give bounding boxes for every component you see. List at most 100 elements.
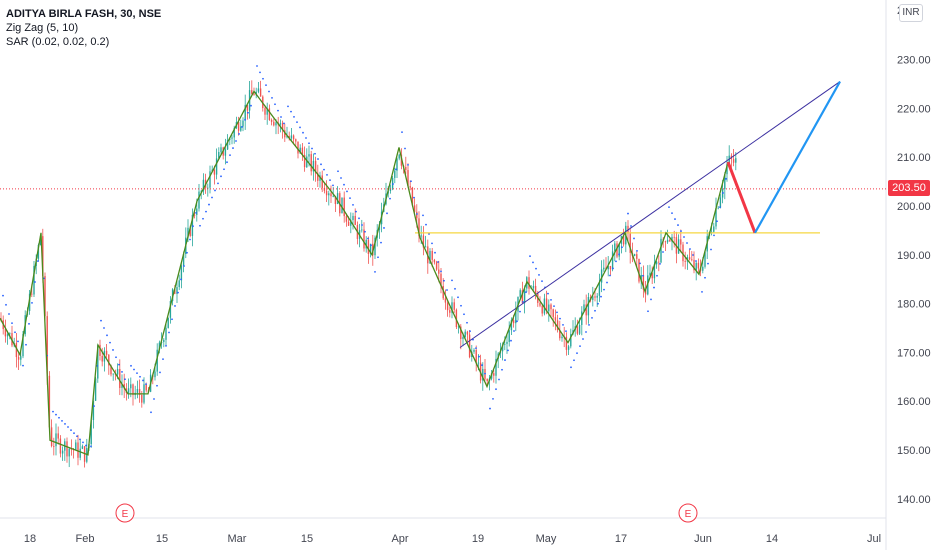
candle-body <box>345 216 348 222</box>
candle-body <box>4 329 7 337</box>
sar-dot <box>17 340 19 343</box>
candle-body <box>253 94 255 96</box>
sar-dot <box>478 355 480 358</box>
x-tick-label: 17 <box>615 533 627 545</box>
sar-dot <box>395 168 397 171</box>
time-axis[interactable]: 18 Feb 15 Mar 15 Apr 19 May 17 Jun 14 Jul <box>24 533 881 545</box>
drawing-layer[interactable] <box>0 81 886 456</box>
candle-body <box>587 297 590 316</box>
candle-body <box>226 139 229 150</box>
candle-body <box>207 187 209 189</box>
sar-dot <box>332 184 334 187</box>
candle-body <box>242 120 244 127</box>
sar-dot <box>422 214 424 217</box>
candle-body <box>361 229 363 231</box>
candle-body <box>726 164 728 175</box>
currency-button[interactable]: INR <box>899 4 923 22</box>
sar-dot <box>183 265 185 267</box>
y-tick-label: 180.00 <box>897 299 931 311</box>
sar-dot <box>603 288 605 291</box>
candle-body <box>578 325 581 334</box>
sar-dot <box>34 281 36 283</box>
sar-dot <box>463 313 465 316</box>
sar-dot <box>404 147 406 150</box>
chart-legend[interactable]: ADITYA BIRLA FASH, 30, NSE Zig Zag (5, 1… <box>6 7 161 49</box>
candle-body <box>688 257 691 260</box>
earnings-marker <box>678 503 698 523</box>
sar-dot <box>168 331 170 334</box>
sar-legend[interactable]: SAR (0.02, 0.02, 0.2) <box>6 36 110 48</box>
sar-dot <box>296 121 298 124</box>
sar-dot <box>22 364 24 367</box>
sar-dot <box>64 423 66 425</box>
candle-body <box>259 88 262 97</box>
candle-body <box>191 214 194 236</box>
sar-dot <box>11 322 13 325</box>
candle-body <box>75 442 77 450</box>
candle-body <box>70 448 73 450</box>
sar-dot <box>377 256 379 259</box>
x-tick-label: Apr <box>391 533 408 545</box>
candle-body <box>600 269 603 283</box>
sar-dot <box>416 213 418 215</box>
candle-body <box>105 350 108 355</box>
candle-body <box>719 197 722 208</box>
x-tick-label: May <box>536 533 557 545</box>
sar-dot <box>217 182 219 185</box>
candle-body <box>691 259 693 261</box>
sar-dot <box>489 407 491 410</box>
candle-body <box>519 290 521 297</box>
sar-dot <box>195 211 197 214</box>
sar-dot <box>683 236 685 238</box>
candle-body <box>66 441 68 457</box>
candle-body <box>97 344 99 379</box>
candle-body <box>233 128 235 138</box>
symbol-title[interactable]: ADITYA BIRLA FASH, 30, NSE <box>6 8 162 20</box>
candle-body <box>55 433 57 447</box>
zigzag-legend[interactable]: Zig Zag (5, 10) <box>6 22 79 34</box>
candle-body <box>570 334 572 347</box>
sar-dot <box>392 183 394 185</box>
candle-body <box>321 175 323 188</box>
sar-dot <box>707 262 709 265</box>
sar-dot <box>425 223 427 226</box>
candle-body <box>658 261 660 263</box>
sar-dot <box>383 227 385 229</box>
candle-body <box>521 290 524 304</box>
sar-dot <box>5 303 7 306</box>
candle-body <box>20 356 22 360</box>
candle-body <box>541 305 543 314</box>
candle-body <box>554 317 557 321</box>
sar-dot <box>547 292 549 295</box>
candle-body <box>669 239 671 242</box>
candle-body <box>449 310 451 313</box>
candle-body <box>424 246 427 248</box>
sar-dot <box>513 330 515 332</box>
candle-body <box>713 226 715 232</box>
sar-dot <box>570 366 572 369</box>
candle-body <box>213 169 216 175</box>
sar-dot <box>630 225 632 227</box>
zigzag-line <box>0 90 729 456</box>
sar-dot <box>535 267 537 270</box>
candle-body <box>664 241 667 243</box>
sar-dot <box>361 224 363 226</box>
candle-body <box>68 448 70 457</box>
sar-dot <box>346 190 348 193</box>
sar-dot <box>618 253 620 256</box>
candle-body <box>453 302 455 310</box>
sar-dot <box>153 398 155 400</box>
candle-body <box>442 285 444 299</box>
candle-body <box>286 136 288 138</box>
sar-dot <box>165 344 167 347</box>
sar-dot <box>460 304 462 307</box>
projection-up-leg <box>754 81 841 234</box>
sar-dot <box>340 177 342 179</box>
sar-dot <box>550 299 552 301</box>
price-axis[interactable]: 140.00 150.00 160.00 170.00 180.00 190.00 200.… <box>897 5 931 506</box>
candle-body <box>444 298 447 303</box>
sar-dot <box>106 334 108 337</box>
sar-dot <box>90 445 92 448</box>
